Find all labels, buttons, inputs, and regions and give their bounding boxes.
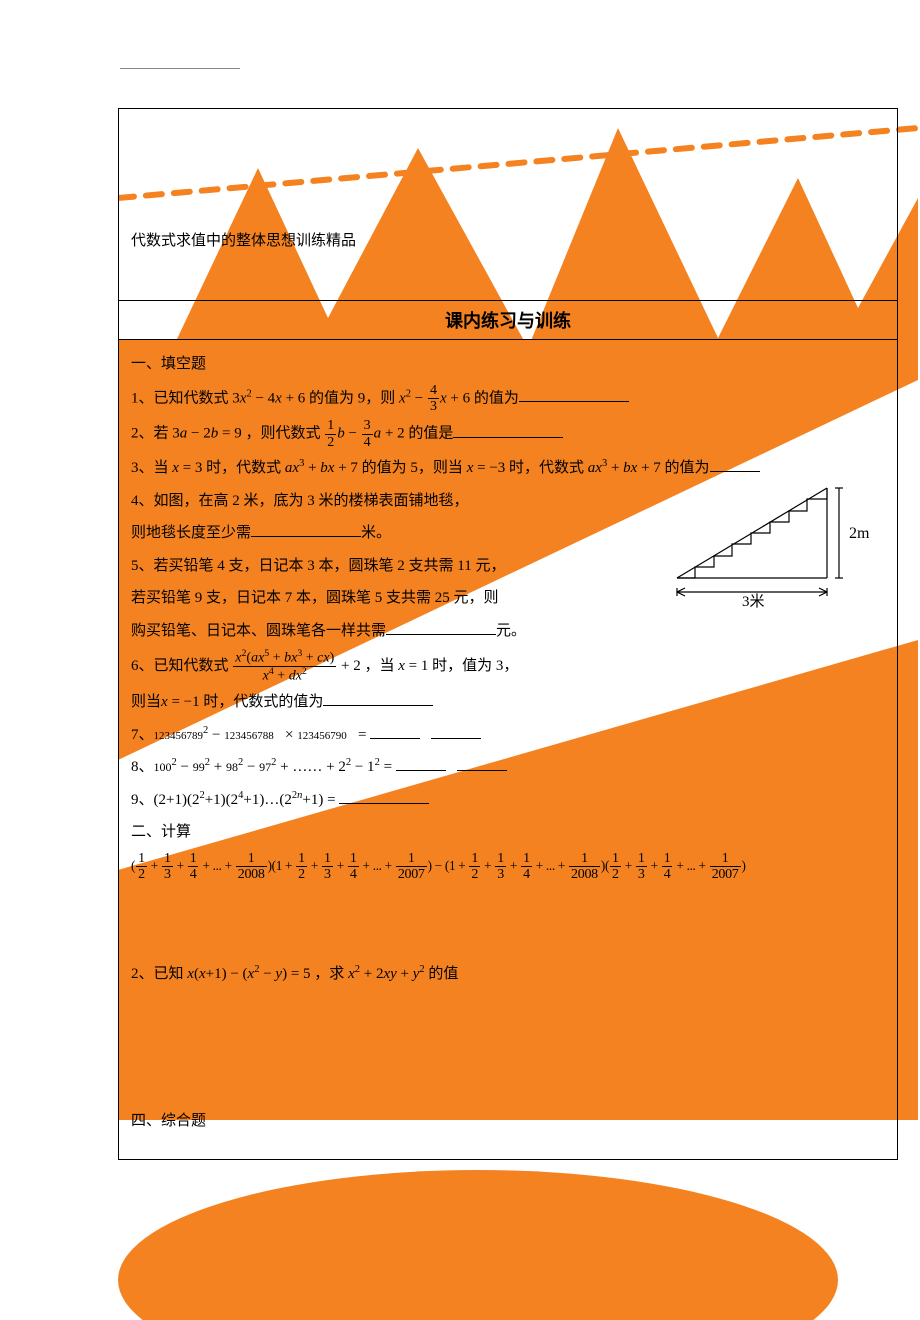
- cl-b1: +: [148, 858, 161, 873]
- q8-text-d: −: [243, 759, 259, 775]
- q2-text-b: − 2: [187, 426, 210, 442]
- q4-text-c: 米。: [361, 525, 391, 541]
- c2-a: 2、已知: [131, 966, 187, 982]
- question-8: 8、1002 − 992 + 982 − 972 + …… + 22 − 12 …: [131, 753, 885, 782]
- cl-b8: +: [648, 858, 661, 873]
- c2-h: 的值: [425, 966, 459, 982]
- q2-text-d: −: [345, 426, 361, 442]
- q6-text-e: = −1 时，代数式的值为: [168, 694, 324, 710]
- q8-text-b: −: [177, 759, 193, 775]
- c2-c: +1) − (: [206, 966, 248, 982]
- q8-text-g: =: [380, 759, 396, 775]
- cl-j: ): [742, 858, 746, 873]
- q9-text-d: +1)…(2: [243, 792, 291, 808]
- cl-i: + ... +: [673, 858, 708, 873]
- c2-g: +: [397, 966, 413, 982]
- q3-text-b: = 3 时，代数式: [179, 460, 285, 476]
- q2-text-c: = 9 ，则代数式: [218, 426, 324, 442]
- question-9: 9、(2+1)(22+1)(24+1)…(22n+1) =: [131, 786, 885, 815]
- q6-text-c: = 1 时，值为 3，: [405, 658, 518, 674]
- q9-text-b: (2+1)(2: [154, 792, 200, 808]
- staircase-figure: 2m 3米: [667, 478, 877, 608]
- q3-text-e: + 7 的值为: [637, 460, 709, 476]
- c2-e: ) = 5 ，求: [282, 966, 348, 982]
- cl-h: )(: [601, 858, 609, 873]
- q4-text-b: 则地毯长度至少需: [131, 525, 251, 541]
- q9-text-c: +1)(2: [205, 792, 238, 808]
- section-1-header: 一、填空题: [131, 350, 885, 379]
- body-area: 一、填空题 1、已知代数式 3x2 − 4x + 6 的值为 9，则 x2 − …: [119, 340, 897, 1159]
- cl-g: + ... +: [533, 858, 568, 873]
- q1-text-a: 1、已知代数式 3: [131, 390, 240, 406]
- cl-e: + ... +: [360, 858, 395, 873]
- cl-b4: +: [334, 858, 347, 873]
- q7-text-c: ×: [281, 727, 297, 743]
- top-thin-rule: [120, 68, 240, 69]
- q2-text-a: 2、若 3: [131, 426, 180, 442]
- cl-f: ) − (1 +: [428, 858, 469, 873]
- question-2: 2、若 3a − 2b = 9 ，则代数式 12b − 34a + 2 的值是: [131, 418, 885, 450]
- q3-text-d: = −3 时，代数式: [473, 460, 587, 476]
- q3-text-c: + 7 的值为 5，则当: [334, 460, 466, 476]
- calc-2: 2、已知 x(x+1) − (x2 − y) = 5 ，求 x2 + 2xy +…: [131, 960, 885, 989]
- q9-text-a: 9、: [131, 792, 154, 808]
- section-2-header: 二、计算: [131, 818, 885, 847]
- q8-text-e: + …… + 2: [276, 759, 345, 775]
- q7-text-a: 7、: [131, 727, 154, 743]
- q8-text-f: − 1: [351, 759, 374, 775]
- question-5-line3: 购买铅笔、日记本、圆珠笔各一样共需 元。: [131, 617, 885, 646]
- cl-d: )(1 +: [268, 858, 296, 873]
- cl-b3: +: [308, 858, 321, 873]
- main-content-box: 代数式求值中的整体思想训练精品 课内练习与训练 一、填空题 1、已知代数式 3x…: [118, 108, 898, 1160]
- stair-height-label: 2m: [849, 525, 870, 542]
- q6-text-b: + 2 ，当: [337, 658, 398, 674]
- q9-text-e: +1) =: [302, 792, 339, 808]
- q1-text-e: + 6 的值为: [447, 390, 519, 406]
- q6-text-d: 则当: [131, 694, 161, 710]
- calc-long: (12 + 13 + 14 + ... + 12008)(1 + 12 + 13…: [131, 851, 885, 883]
- cl-b5: +: [481, 858, 494, 873]
- q1-text-d: −: [411, 390, 427, 406]
- q5-text-c: 购买铅笔、日记本、圆珠笔各一样共需: [131, 623, 386, 639]
- question-6-line2: 则当x = −1 时，代数式的值为: [131, 688, 885, 717]
- cl-a: (: [131, 858, 135, 873]
- cl-b6: +: [507, 858, 520, 873]
- cl-b7: +: [622, 858, 635, 873]
- c2-d: −: [259, 966, 275, 982]
- cl-c1: + ... +: [199, 858, 234, 873]
- q3-text-a: 3、当: [131, 460, 172, 476]
- stair-base-label: 3米: [742, 593, 765, 608]
- question-6-line1: 6、已知代数式 x2(ax5 + bx3 + cx)x4 + dx2 + 2 ，…: [131, 649, 885, 684]
- section-title: 课内练习与训练: [119, 300, 897, 340]
- cl-b2: +: [174, 858, 187, 873]
- q1-text-b: − 4: [252, 390, 275, 406]
- section-4-header: 四、综合题: [131, 1107, 885, 1136]
- question-7: 7、1234567892 − 123456788 × 123456790 =: [131, 721, 885, 750]
- pre-title: 代数式求值中的整体思想训练精品: [119, 109, 897, 300]
- q5-text-d: 元。: [496, 623, 526, 639]
- c2-f: + 2: [360, 966, 383, 982]
- q8-text-a: 8、: [131, 759, 154, 775]
- q8-text-c: +: [210, 759, 226, 775]
- q2-text-e: + 2 的值是: [381, 426, 453, 442]
- q1-text-c: + 6 的值为 9，则: [282, 390, 399, 406]
- q7-text-d: =: [354, 727, 370, 743]
- q6-text-a: 6、已知代数式: [131, 658, 232, 674]
- q7-text-b: −: [208, 727, 224, 743]
- question-1: 1、已知代数式 3x2 − 4x + 6 的值为 9，则 x2 − 43x + …: [131, 383, 885, 415]
